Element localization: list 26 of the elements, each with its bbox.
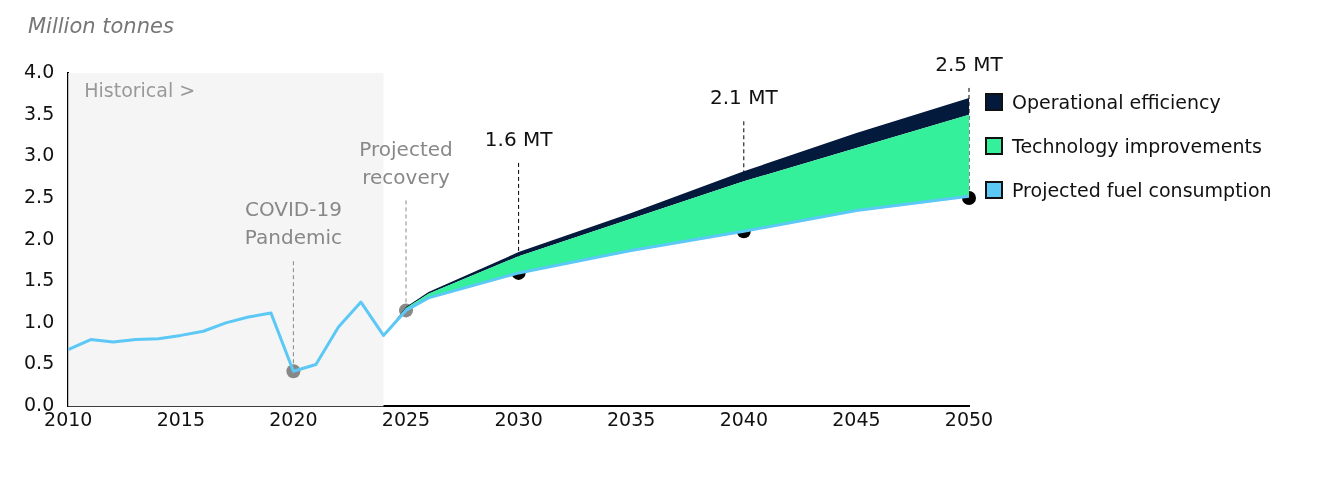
annotation: 2.1 MT <box>709 85 779 110</box>
x-tick-label: 2050 <box>944 407 994 430</box>
x-tick-label: 2025 <box>381 407 431 430</box>
legend-label: Technology improvements <box>1012 135 1262 157</box>
legend-label: Operational efficiency <box>1012 91 1221 113</box>
y-tick-label: 1.5 <box>24 268 55 291</box>
annotation: 1.6 MT <box>484 127 554 152</box>
annotation: 2.5 MT <box>935 52 1004 77</box>
x-tick-label: 2035 <box>607 407 656 430</box>
x-tick-label: 2040 <box>719 407 768 430</box>
y-tick-label: 4.0 <box>24 59 55 82</box>
annotation: COVID-19 Pandemic <box>244 197 342 250</box>
y-tick-label: 2.0 <box>24 226 55 249</box>
band-label: Historical > <box>84 79 196 102</box>
y-axis-title: Million tonnes <box>28 14 174 38</box>
x-tick-label: 2030 <box>494 407 543 430</box>
x-tick-label: 2020 <box>269 407 318 430</box>
y-tick-label: 1.0 <box>24 309 55 332</box>
x-tick-label: 2015 <box>156 407 205 430</box>
y-tick-label: 3.5 <box>24 101 55 124</box>
annotation: Projected recovery <box>359 136 453 189</box>
legend-label: Projected fuel consumption <box>1012 179 1272 201</box>
y-tick-label: 0.5 <box>24 351 55 374</box>
y-tick-label: 3.0 <box>24 143 55 166</box>
y-tick-label: 2.5 <box>24 184 55 207</box>
x-tick-label: 2045 <box>832 407 881 430</box>
